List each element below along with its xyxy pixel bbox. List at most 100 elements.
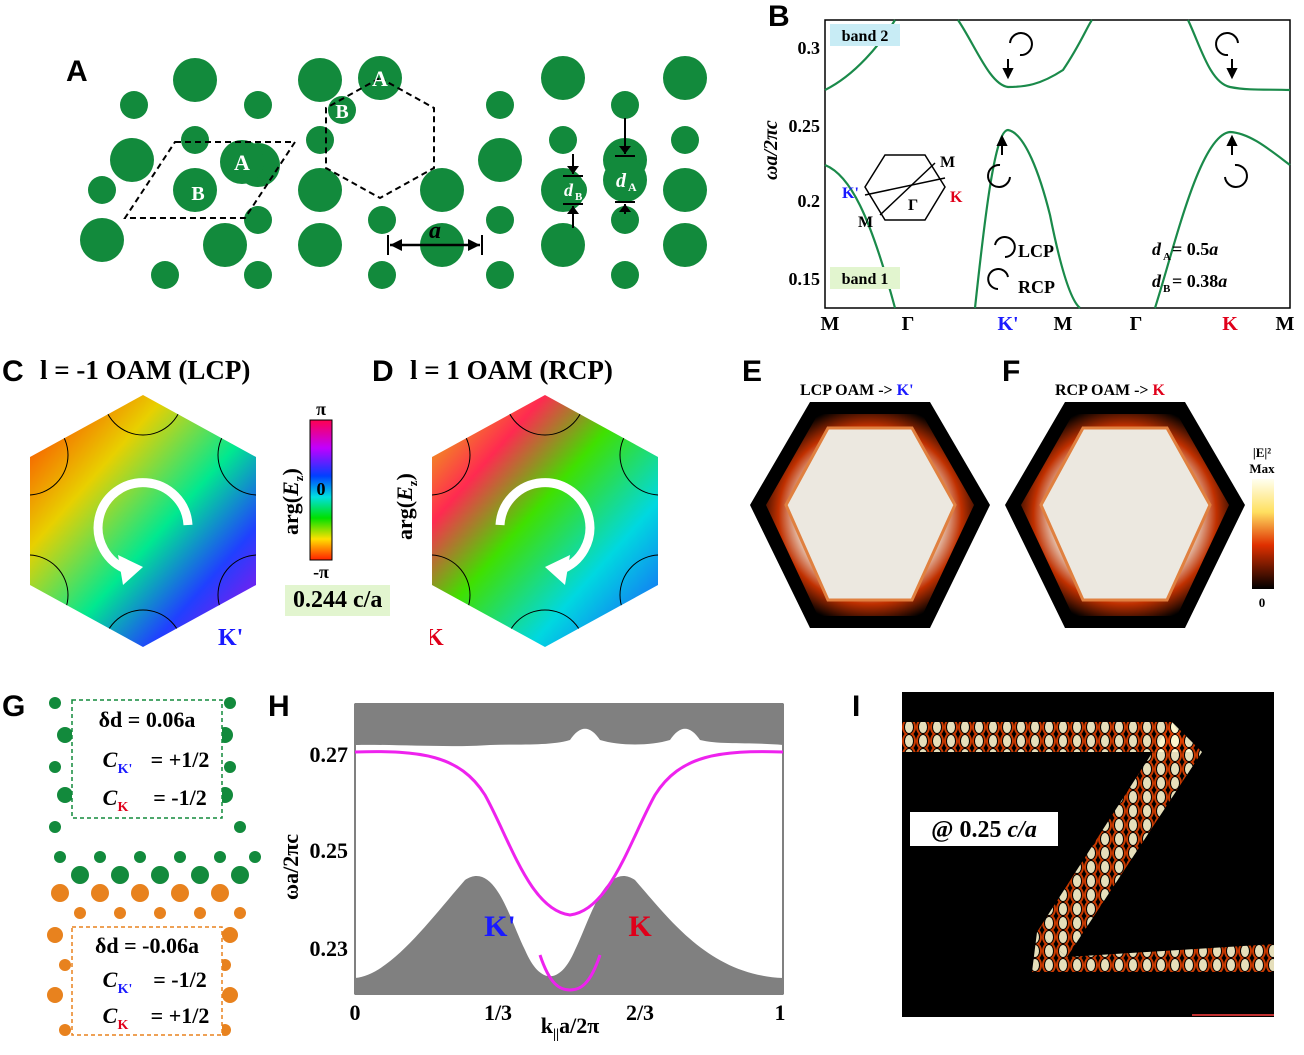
- svg-text:d: d: [1152, 239, 1162, 259]
- svg-text:1: 1: [775, 1000, 786, 1025]
- svg-text:0.25: 0.25: [310, 838, 349, 863]
- svg-text:K': K': [842, 185, 859, 202]
- field-map-lcp: [750, 402, 990, 628]
- svg-text:Γ: Γ: [902, 313, 915, 335]
- svg-text:Γ: Γ: [1130, 313, 1143, 335]
- svg-text:K: K: [118, 1018, 129, 1033]
- svg-text:= +1/2: = +1/2: [151, 747, 210, 772]
- svg-text:K: K: [430, 625, 444, 651]
- svg-text:K': K': [218, 625, 243, 651]
- svg-text:π: π: [316, 399, 326, 419]
- svg-text:Γ: Γ: [908, 197, 918, 214]
- field-map-z-waveguide: @ 0.25 c/a: [902, 692, 1274, 1017]
- svg-text:= 0.5a: = 0.5a: [1172, 239, 1218, 259]
- site-b-label-cell: B: [191, 183, 204, 205]
- svg-text:B: B: [575, 191, 583, 203]
- svg-text:k||a/2π: k||a/2π: [541, 1013, 600, 1042]
- svg-text:C: C: [103, 747, 118, 772]
- svg-text:A: A: [1163, 251, 1171, 263]
- svg-text:M: M: [821, 313, 840, 335]
- arg-ez-label-d: arg(Ez): [392, 473, 420, 540]
- panel-letter-d: D: [372, 355, 394, 388]
- edge-state-chart: K' K 0.27 0.25 0.23 0 1/3 2/3 1 k||a/2π …: [278, 703, 786, 1042]
- panel-c-title: l = -1 OAM (LCP): [40, 355, 251, 385]
- svg-text:0.25: 0.25: [789, 116, 821, 136]
- panel-letter-i: I: [852, 690, 861, 723]
- svg-text:B: B: [1163, 283, 1171, 295]
- svg-text:1/3: 1/3: [484, 1000, 512, 1025]
- svg-text:arg(Ez): arg(Ez): [278, 468, 306, 535]
- panel-f-title: RCP OAM -> K: [1055, 382, 1165, 399]
- panel-letter-b: B: [768, 0, 790, 33]
- svg-text:= -1/2: = -1/2: [153, 785, 206, 810]
- band1-label: band 1: [842, 271, 889, 288]
- svg-text:M: M: [940, 154, 955, 171]
- svg-text:K: K: [628, 910, 652, 943]
- intensity-colorbar: |E|² Max 0: [1249, 445, 1275, 610]
- svg-text:K: K: [1222, 313, 1238, 335]
- svg-text:δd = 0.06a: δd = 0.06a: [99, 707, 196, 732]
- phase-colorbar: π 0 -π arg(Ez): [278, 399, 333, 582]
- svg-text:@ 0.25 c/a: @ 0.25 c/a: [931, 817, 1037, 843]
- phase-map-rcp: K: [430, 395, 658, 651]
- svg-text:0: 0: [317, 479, 326, 499]
- svg-text:K': K': [997, 313, 1018, 335]
- svg-text:LCP: LCP: [1018, 241, 1054, 261]
- svg-text:= 0.38a: = 0.38a: [1172, 271, 1227, 291]
- panel-letter-g: G: [2, 690, 26, 723]
- svg-text:RCP: RCP: [1018, 277, 1055, 297]
- svg-text:0.2: 0.2: [798, 191, 821, 211]
- svg-text:d: d: [616, 170, 627, 192]
- svg-text:K: K: [950, 189, 963, 206]
- svg-text:-π: -π: [313, 562, 329, 582]
- svg-text:C: C: [103, 967, 118, 992]
- site-b-label-hex: B: [335, 101, 348, 123]
- svg-text:0.27: 0.27: [310, 742, 349, 767]
- svg-text:M: M: [858, 214, 873, 231]
- frequency-badge: 0.244 c/a: [285, 585, 391, 616]
- panel-letter-e: E: [742, 355, 763, 388]
- lattice-dots: [80, 56, 707, 289]
- site-a-label-cell: A: [234, 150, 250, 175]
- svg-text:0.15: 0.15: [789, 269, 821, 289]
- svg-text:M: M: [1276, 313, 1295, 335]
- svg-text:C: C: [103, 1003, 118, 1028]
- panel-d-title: l = 1 OAM (RCP): [410, 355, 613, 385]
- svg-text:0.3: 0.3: [798, 38, 821, 58]
- panel-g-domains: δd = 0.06a C K' = +1/2 C K = -1/2 δd = -0.06…: [47, 697, 261, 1036]
- svg-text:arg(Ez): arg(Ez): [392, 473, 420, 540]
- svg-text:A: A: [628, 180, 637, 194]
- svg-text:K': K': [118, 982, 133, 997]
- svg-text:M: M: [1054, 313, 1073, 335]
- lattice-const-label: a: [429, 218, 441, 244]
- svg-text:ωa/2πc: ωa/2πc: [278, 834, 303, 900]
- svg-text:d: d: [1152, 271, 1162, 291]
- panel-letter-a: A: [66, 55, 88, 88]
- svg-text:2/3: 2/3: [626, 1000, 654, 1025]
- phase-map-lcp: K': [30, 395, 256, 651]
- svg-text:K': K': [118, 762, 133, 777]
- svg-text:= +1/2: = +1/2: [151, 1003, 210, 1028]
- band2-label: band 2: [842, 28, 889, 45]
- panel-e-title: LCP OAM -> K': [800, 382, 914, 399]
- panel-letter-c: C: [2, 355, 24, 388]
- site-a-label-hex: A: [372, 66, 388, 91]
- hexagon-outline: [325, 76, 435, 200]
- svg-text:K: K: [118, 800, 129, 815]
- band-structure-chart: 0.3 0.25 0.2 0.15 M Γ K' M Γ K M band 2 …: [789, 19, 1295, 335]
- svg-text:Max: Max: [1249, 461, 1275, 476]
- field-map-rcp: [1005, 402, 1245, 628]
- panel-letter-f: F: [1002, 355, 1021, 388]
- svg-text:K': K': [484, 910, 516, 943]
- svg-text:0: 0: [350, 1000, 361, 1025]
- svg-text:δd = -0.06a: δd = -0.06a: [95, 933, 199, 958]
- unit-cell-rhombus: [123, 141, 297, 219]
- svg-text:= -1/2: = -1/2: [153, 967, 206, 992]
- panel-letter-h: H: [268, 690, 290, 723]
- svg-text:d: d: [564, 180, 574, 200]
- svg-text:C: C: [103, 785, 118, 810]
- svg-text:0: 0: [1259, 595, 1266, 610]
- svg-text:|E|²: |E|²: [1253, 445, 1271, 460]
- svg-text:0.23: 0.23: [310, 936, 349, 961]
